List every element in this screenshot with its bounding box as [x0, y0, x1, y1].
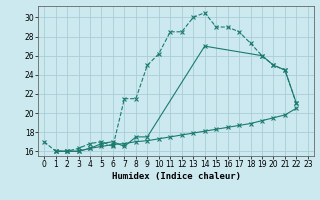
X-axis label: Humidex (Indice chaleur): Humidex (Indice chaleur): [111, 172, 241, 181]
